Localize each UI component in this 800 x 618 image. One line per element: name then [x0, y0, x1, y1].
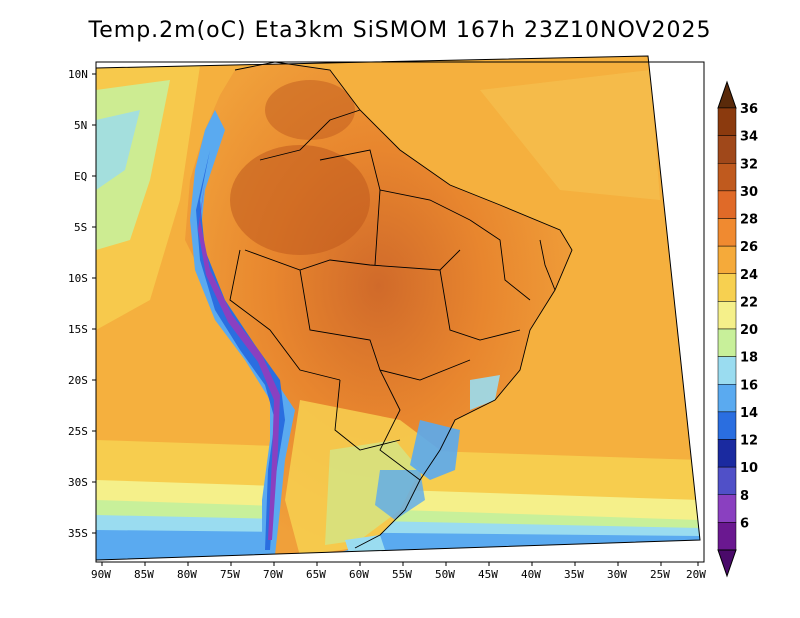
lon-label: 70W [263, 568, 283, 581]
lat-label: 20S [68, 374, 88, 387]
colorbar-label: 8 [740, 489, 749, 504]
map-title: Temp.2m(oC) Eta3km SiSMOM 167h 23Z10NOV2… [88, 18, 712, 43]
colorbar-cell [717, 328, 737, 357]
temperature-field [96, 56, 700, 560]
colorbar-cell [717, 218, 737, 247]
lon-label: 60W [349, 568, 369, 581]
colorbar-cell [717, 107, 737, 136]
lat-label: 25S [68, 425, 88, 438]
colorbar-label: 12 [740, 434, 758, 449]
colorbar-cell [717, 494, 737, 523]
lat-label: 15S [68, 323, 88, 336]
lon-label: 50W [435, 568, 455, 581]
colorbar-label: 18 [740, 351, 758, 366]
andes-ridge [190, 110, 295, 556]
lon-label: 35W [564, 568, 584, 581]
lon-label: 40W [521, 568, 541, 581]
lat-label: 10N [68, 68, 88, 81]
lon-label: 45W [478, 568, 498, 581]
lon-label: 20W [686, 568, 706, 581]
colorbar-label: 16 [740, 378, 758, 393]
colorbar-label: 30 [740, 185, 758, 200]
lon-label: 75W [220, 568, 240, 581]
lat-label: 30S [68, 476, 88, 489]
colorbar-label: 10 [740, 461, 758, 476]
colorbar-cell [717, 384, 737, 413]
colorbar-label: 28 [740, 213, 758, 228]
political-borders [229, 61, 573, 549]
lon-label: 90W [91, 568, 111, 581]
lat-label: 5S [74, 221, 87, 234]
lon-label: 80W [177, 568, 197, 581]
colorbar-label: 32 [740, 157, 758, 172]
lon-label: 55W [392, 568, 412, 581]
colorbar-label: 36 [740, 102, 758, 117]
colorbar-label: 6 [740, 516, 749, 531]
colorbar-cell [717, 522, 737, 551]
colorbar-cell [717, 466, 737, 495]
lat-label: 5N [74, 119, 87, 132]
colorbar-label: 20 [740, 323, 758, 338]
colorbar-cell [717, 356, 737, 385]
colorbar-cell [717, 411, 737, 440]
longitude-axis: 90W 85W 80W 75W 70W 65W 60W 55W 50W 45W … [91, 562, 706, 581]
colorbar-cell [717, 135, 737, 164]
colorbar-cell [717, 190, 737, 219]
lon-label: 25W [650, 568, 670, 581]
lon-label: 30W [607, 568, 627, 581]
colorbar-top-arrow [717, 80, 737, 109]
colorbar-cell [717, 273, 737, 302]
colorbar-label: 24 [740, 268, 758, 283]
colorbar-label: 22 [740, 295, 758, 310]
colorbar-label: 26 [740, 240, 758, 255]
latitude-axis: 10N 5N EQ 5S 10S 15S 20S 25S 30S 35S [68, 68, 96, 540]
colorbar-label: 34 [740, 130, 758, 145]
lat-label: 10S [68, 272, 88, 285]
colorbar-cell [717, 439, 737, 468]
colorbar-cell [717, 163, 737, 192]
colorbar-cell [717, 301, 737, 330]
colorbar-cell [717, 245, 737, 274]
lat-label: 35S [68, 527, 88, 540]
colorbar: 36 34 32 30 28 26 24 22 20 18 16 14 12 10 8 6 [717, 80, 758, 578]
colorbar-bottom-arrow [717, 549, 737, 578]
lat-label: EQ [74, 170, 87, 183]
colorbar-label: 14 [740, 406, 758, 421]
lon-label: 85W [134, 568, 154, 581]
lon-label: 65W [306, 568, 326, 581]
